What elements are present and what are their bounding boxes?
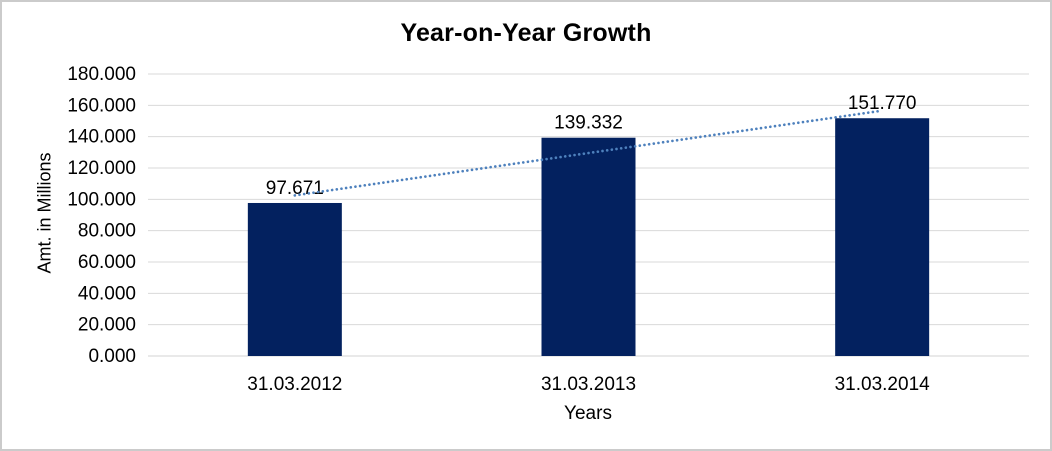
x-tick-label: 31.03.2014: [835, 374, 931, 395]
x-axis-title: Years: [564, 403, 612, 424]
bar-31.03.2013: [541, 137, 636, 356]
bar-31.03.2012: [247, 202, 342, 356]
y-tick-label: 40.000: [78, 283, 136, 304]
bar-31.03.2014: [835, 118, 930, 357]
y-tick-label: 0.000: [88, 346, 136, 367]
y-tick-label: 100.000: [67, 189, 136, 210]
data-label: 151.770: [848, 93, 917, 114]
y-tick-label: 180.000: [67, 64, 136, 85]
data-label: 139.332: [554, 113, 623, 134]
y-tick-label: 160.000: [67, 95, 136, 116]
chart-title: Year-on-Year Growth: [400, 19, 652, 47]
y-tick-label: 120.000: [67, 158, 136, 179]
trendline: [293, 109, 884, 197]
y-tick-label: 80.000: [78, 221, 136, 242]
y-tick-label: 60.000: [78, 252, 136, 273]
x-tick-label: 31.03.2012: [247, 374, 342, 395]
x-tick-label: 31.03.2013: [541, 374, 636, 395]
y-tick-label: 140.000: [67, 127, 136, 148]
y-tick-label: 20.000: [78, 315, 136, 336]
